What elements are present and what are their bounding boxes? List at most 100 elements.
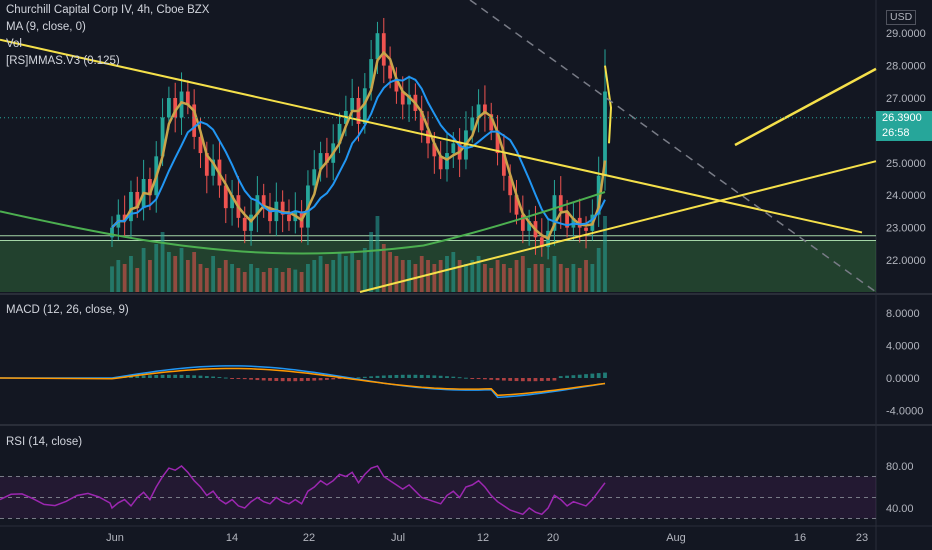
candle: [350, 98, 355, 111]
candle: [211, 159, 216, 176]
candle: [501, 153, 506, 176]
volume-bar: [438, 260, 443, 292]
volume-bar: [577, 268, 582, 292]
price-tick-label: 25.0000: [886, 158, 926, 170]
macd-histogram-bar: [141, 375, 146, 378]
candle: [508, 175, 513, 196]
signal-line: [0, 367, 606, 397]
macd-histogram-bar: [514, 378, 519, 382]
volume-bar: [148, 260, 152, 292]
candle: [407, 94, 411, 105]
candle: [539, 237, 544, 248]
candle: [198, 136, 203, 154]
volume-bar: [325, 264, 329, 292]
volume-bar: [173, 256, 178, 292]
macd-histogram-bar: [325, 378, 329, 380]
ma-indicator-label[interactable]: MA (9, close, 0): [6, 21, 86, 33]
macd-indicator-label[interactable]: MACD (12, 26, close, 9): [6, 304, 129, 316]
macd-histogram-bar: [603, 372, 607, 378]
macd-histogram-bar: [274, 378, 279, 382]
volume-bar: [230, 264, 234, 292]
volume-bar: [520, 256, 525, 292]
volume-bar: [160, 232, 165, 292]
last-price-tag: 26.3900: [876, 111, 932, 126]
price-tick-label: 22.0000: [886, 255, 926, 267]
volume-bar: [533, 264, 538, 292]
candle: [476, 104, 481, 118]
mmas-indicator-label[interactable]: [RS]MMAS.V3 (0.125): [6, 55, 120, 67]
candle: [242, 217, 247, 231]
candle: [432, 143, 437, 157]
candle: [160, 117, 165, 157]
rsi-tick-label: 80.00: [886, 461, 914, 473]
volume-bar: [489, 268, 494, 292]
volume-bar: [508, 268, 513, 292]
volume-bar: [185, 260, 190, 292]
candle: [129, 191, 133, 222]
rsi-indicator-label[interactable]: RSI (14, close): [6, 436, 83, 448]
candle: [375, 33, 380, 60]
ascending-trendline: [359, 160, 877, 293]
macd-histogram-bar: [419, 374, 424, 378]
candle: [596, 175, 601, 215]
macd-histogram-bar: [375, 375, 380, 378]
volume-bar: [552, 256, 557, 292]
macd-histogram-bar: [596, 373, 601, 378]
time-tick-label: 14: [226, 532, 238, 544]
volume-bar: [331, 260, 336, 292]
macd-histogram-bar: [407, 374, 411, 378]
macd-histogram-bar: [520, 378, 525, 382]
macd-histogram-bar: [211, 376, 216, 378]
macd-histogram-bar: [217, 377, 222, 379]
volume-indicator-label[interactable]: Vol: [6, 38, 22, 50]
macd-histogram-bar: [451, 376, 456, 378]
volume-bar: [394, 256, 399, 292]
volume-bar: [299, 272, 304, 292]
volume-bar: [571, 264, 576, 292]
volume-bar: [198, 264, 203, 292]
macd-histogram-bar: [192, 375, 197, 378]
macd-tick-label: -4.0000: [886, 405, 923, 417]
candle: [135, 191, 140, 209]
volume-bar: [362, 248, 367, 292]
macd-histogram-bar: [255, 378, 260, 381]
volume-bar: [166, 252, 171, 292]
macd-histogram-bar: [230, 378, 234, 379]
time-tick-label: 22: [303, 532, 315, 544]
price-tick-label: 23.0000: [886, 223, 926, 235]
volume-bar: [464, 264, 468, 292]
support-zone: [0, 240, 876, 292]
candle: [495, 130, 500, 154]
candle: [148, 179, 152, 196]
candle: [318, 153, 323, 170]
rsi-tick-label: 40.00: [886, 503, 914, 515]
macd-histogram-bar: [261, 378, 266, 381]
mmas-fast-line: [111, 75, 606, 229]
volume-bar: [483, 264, 487, 292]
volume-bar: [280, 272, 285, 292]
candle: [362, 88, 367, 124]
candle: [558, 195, 563, 212]
volume-bar: [179, 248, 184, 292]
macd-histogram-bar: [179, 374, 184, 378]
time-tick-label: 12: [477, 532, 489, 544]
volume-bar: [242, 272, 247, 292]
macd-histogram-bar: [381, 375, 386, 378]
time-tick-label: Jul: [391, 532, 405, 544]
volume-bar: [400, 260, 405, 292]
macd-histogram-bar: [287, 378, 291, 382]
volume-bar: [432, 264, 437, 292]
candle: [337, 123, 342, 144]
volume-bar: [312, 260, 317, 292]
volume-bar: [110, 266, 114, 292]
macd-histogram-bar: [577, 374, 582, 378]
candle: [110, 227, 114, 238]
macd-histogram-bar: [394, 374, 399, 378]
currency-label[interactable]: USD: [886, 10, 917, 25]
volume-bar: [445, 256, 449, 292]
candle: [438, 156, 443, 170]
macd-histogram-bar: [558, 376, 563, 378]
volume-bar: [596, 248, 601, 292]
candle: [204, 153, 209, 176]
candle: [185, 91, 190, 105]
